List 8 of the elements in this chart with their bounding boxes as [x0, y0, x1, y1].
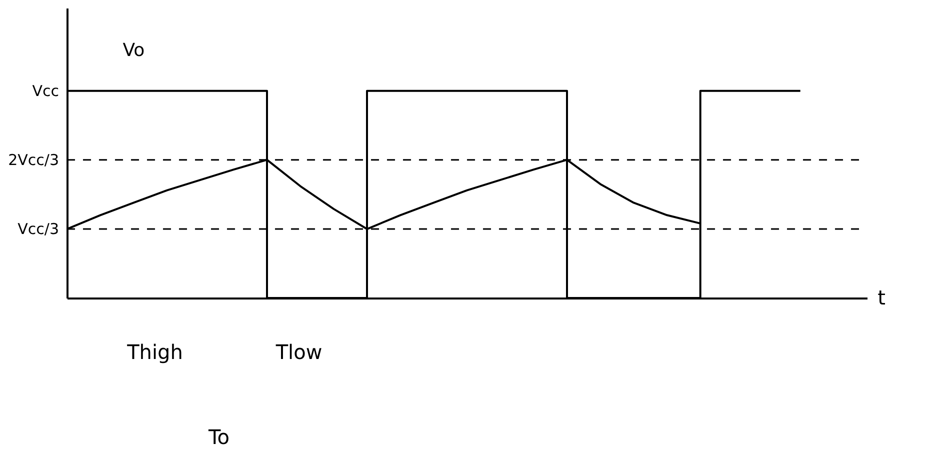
text: Vcc [32, 82, 59, 100]
series-label: Vo [122, 40, 145, 61]
ref-line-label: 2Vcc/3 [8, 150, 59, 169]
text: Thigh [126, 340, 183, 364]
text: To [207, 425, 230, 449]
ref-line-label: Vcc/3 [18, 220, 59, 238]
x-axis-title: t [878, 286, 886, 310]
text: Tlow [274, 340, 322, 364]
